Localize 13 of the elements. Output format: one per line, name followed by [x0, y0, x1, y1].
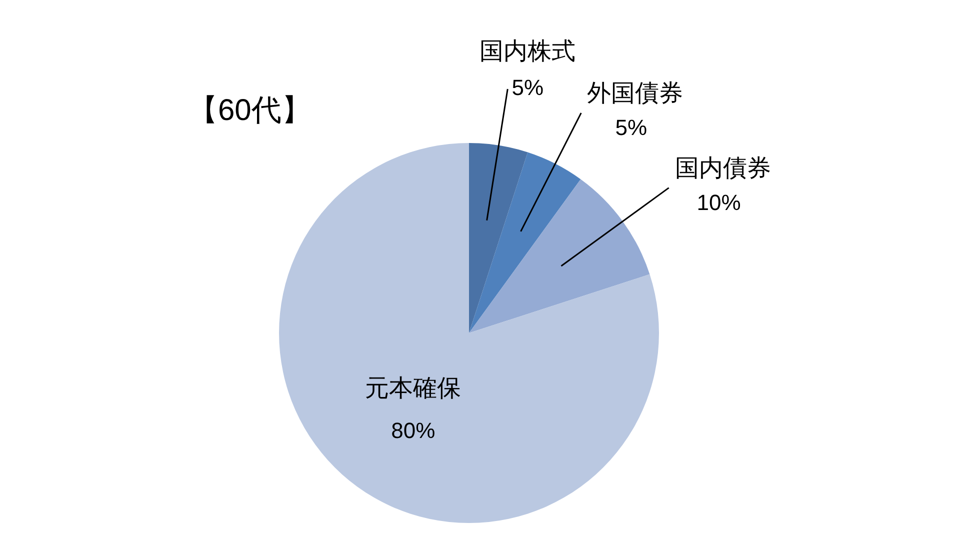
text: 【60代】: [188, 93, 312, 129]
slice-label: 国内債券: [674, 154, 771, 182]
data-label: 10%: [696, 190, 741, 215]
data-label: 80%: [391, 418, 436, 443]
pie-slice: [469, 152, 581, 333]
pie-slice: [279, 143, 659, 523]
pie-slice: [469, 179, 650, 333]
slice-label: 国内株式: [480, 38, 576, 66]
slice-label: 外国債券: [587, 80, 684, 107]
data-label: 5%: [512, 75, 544, 100]
slice-label: 元本確保: [365, 374, 462, 402]
data-label: 5%: [615, 114, 648, 140]
pie-slice: [469, 143, 528, 333]
